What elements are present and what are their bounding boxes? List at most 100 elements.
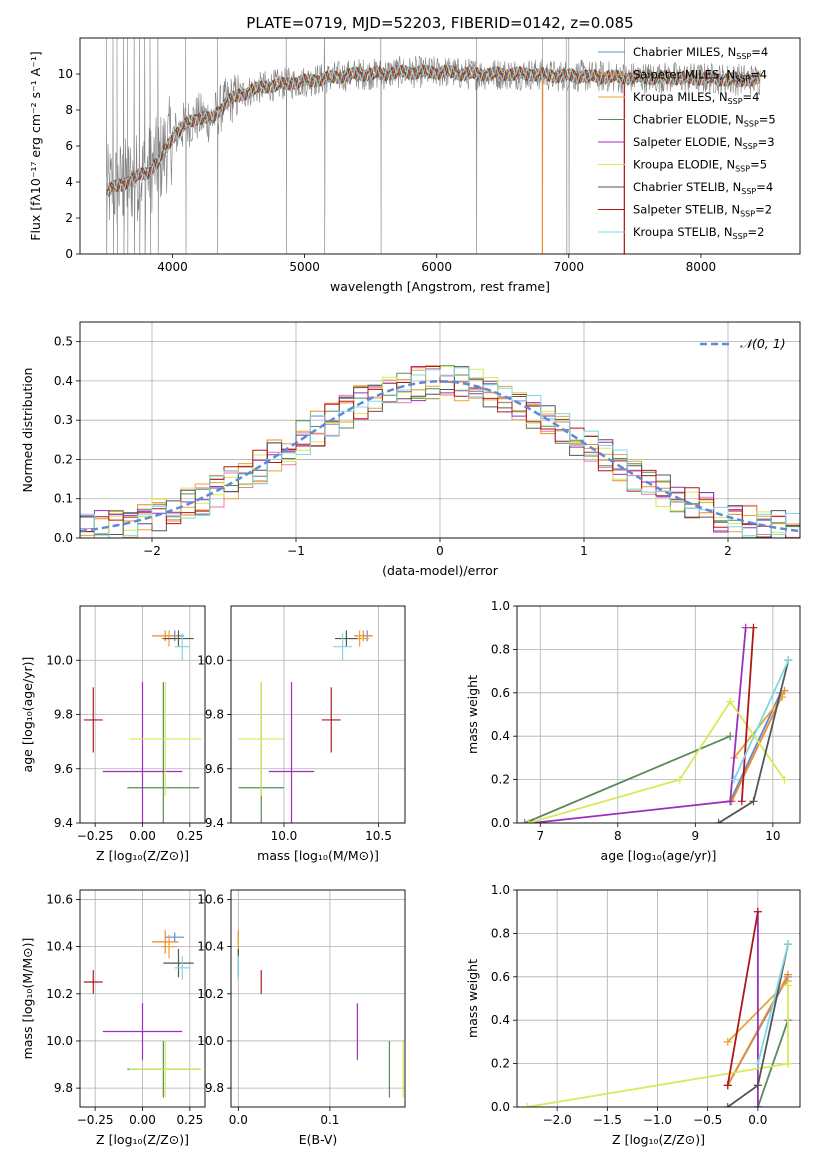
weight_vs_Z-ytick-label: 0.4 bbox=[491, 1013, 510, 1027]
weight_vs_Z-ylabel: mass weight bbox=[465, 959, 480, 1038]
mass_vs_ebv-ytick-label: 10.4 bbox=[197, 940, 224, 954]
age_vs_Z-plot-area bbox=[83, 630, 202, 823]
age_vs_mass-xlabel: mass [log₁₀(M/M⊙)] bbox=[257, 848, 379, 863]
residuals-xtick-label: 0 bbox=[436, 544, 444, 558]
age_vs_mass-xtick-label: 10.5 bbox=[365, 829, 392, 843]
spectrum-xlabel: wavelength [Angstrom, rest frame] bbox=[330, 279, 550, 294]
mass_vs_Z-xtick-label: −0.25 bbox=[77, 1113, 114, 1127]
weight-marker bbox=[726, 697, 735, 706]
weight_vs_Z-ytick-label: 0.6 bbox=[491, 970, 510, 984]
residuals-ytick-label: 0.1 bbox=[54, 492, 73, 506]
errorbar-point bbox=[83, 687, 103, 753]
weight_vs_Z-xtick-label: −1.0 bbox=[643, 1113, 672, 1127]
residuals-ytick-label: 0.0 bbox=[54, 531, 73, 545]
spectrum-legend-label: Kroupa STELIB, NSSP=2 bbox=[633, 225, 764, 241]
mass_vs_Z-ytick-label: 10.4 bbox=[46, 940, 73, 954]
weight-line bbox=[757, 1019, 789, 1107]
residuals-ytick-label: 0.2 bbox=[54, 452, 73, 466]
weight-marker bbox=[737, 797, 746, 806]
legend-text-sub: SSP bbox=[740, 210, 755, 219]
weight_vs_age-xlabel: age [log₁₀(age/yr)] bbox=[601, 848, 717, 863]
weight_vs_age-ytick-label: 0.2 bbox=[491, 773, 510, 787]
weight_vs_Z-ytick-label: 1.0 bbox=[491, 883, 510, 897]
errorbar-point bbox=[238, 681, 284, 796]
mass_vs_ebv-frame bbox=[230, 889, 406, 1108]
mass_vs_ebv-plot-area bbox=[237, 930, 404, 1098]
age_vs_Z-xtick-label: −0.25 bbox=[77, 829, 114, 843]
weight-line bbox=[726, 911, 759, 1086]
weight_vs_age-grid bbox=[517, 605, 800, 824]
errorbar-point bbox=[335, 630, 358, 647]
weight-marker bbox=[524, 819, 533, 823]
weight-marker bbox=[523, 1103, 532, 1107]
age_vs_mass-frame bbox=[230, 605, 406, 824]
weight-marker bbox=[675, 775, 684, 784]
legend-text-main: Salpeter ELODIE, N bbox=[633, 135, 743, 149]
age_vs_Z-ylabel: age [log₁₀(age/yr)] bbox=[20, 657, 35, 773]
legend-text-main: Chabrier ELODIE, N bbox=[633, 113, 744, 127]
weight_vs_Z-xlabel: Z [log₁₀(Z/Z⊙)] bbox=[612, 1132, 705, 1147]
weight-marker bbox=[783, 981, 792, 990]
mass_vs_Z-grid bbox=[80, 890, 205, 1107]
mass_vs_Z-ytick-label: 9.8 bbox=[54, 1081, 73, 1095]
weight-marker bbox=[753, 1059, 762, 1068]
mass_vs_Z-plot-area bbox=[83, 930, 202, 1098]
residuals-xtick-label: 1 bbox=[580, 544, 588, 558]
weight-marker bbox=[753, 907, 762, 916]
weight_vs_age-ytick-label: 0.8 bbox=[491, 642, 510, 656]
weight-marker bbox=[783, 1059, 792, 1068]
spectrum-legend-label: Salpeter MILES, NSSP=4 bbox=[633, 68, 767, 84]
age_vs_Z-xlabel: Z [log₁₀(Z/Z⊙)] bbox=[96, 848, 189, 863]
weight_vs_Z-frame bbox=[516, 889, 801, 1108]
errorbar-point bbox=[333, 633, 353, 661]
weight_vs_age-plot-area bbox=[520, 623, 793, 823]
legend-text-tail: =2 bbox=[755, 203, 772, 217]
errorbar-point bbox=[165, 932, 185, 942]
legend-text-sub: SSP bbox=[743, 142, 758, 151]
legend-text-main: Kroupa ELODIE, N bbox=[633, 158, 735, 172]
legend-text-main: Kroupa STELIB, N bbox=[633, 225, 733, 239]
errorbar-point bbox=[163, 948, 194, 978]
spectrum-xtick-label: 6000 bbox=[421, 260, 452, 274]
legend-text-sub: SSP bbox=[733, 232, 748, 241]
weight-marker bbox=[723, 1081, 732, 1090]
spectrum-xtick-label: 7000 bbox=[554, 260, 585, 274]
age_vs_Z-ytick-label: 10.0 bbox=[46, 653, 73, 667]
residuals-xlabel: (data-model)/error bbox=[382, 563, 499, 578]
weight-line bbox=[733, 659, 790, 780]
errorbar-point bbox=[163, 630, 194, 647]
residuals-xtick-label: −2 bbox=[143, 544, 161, 558]
age_vs_mass-panel: 10.0 10.5 9.4 9.6 9.8 10.0 mass [log₁₀(M/M⊙)] bbox=[197, 606, 405, 863]
legend-text-main: Chabrier MILES, N bbox=[633, 45, 736, 59]
spectrum-legend-label: Chabrier MILES, NSSP=4 bbox=[633, 45, 768, 61]
mass_vs_Z-axes: −0.25 0.00 0.25 9.8 10.0 10.2 10.4 10.6 Z [log₁₀… bbox=[20, 892, 203, 1147]
mass_vs_Z-ytick-label: 10.2 bbox=[46, 987, 73, 1001]
mass_vs_Z-frame bbox=[79, 889, 206, 1108]
mass_vs_ebv-ytick-label: 9.8 bbox=[205, 1081, 224, 1095]
spectrum-xtick-label: 8000 bbox=[686, 260, 717, 274]
errorbar-point bbox=[129, 1040, 202, 1098]
weight-marker bbox=[730, 775, 739, 784]
residuals-axes: −2 −1 0 1 2 0.0 0.1 0.2 0.3 0.4 0.5 (data-model)/er… bbox=[20, 335, 732, 578]
mass_vs_ebv-xtick-label: 0.0 bbox=[229, 1113, 248, 1127]
legend-text-tail: =3 bbox=[758, 135, 775, 149]
errorbar-point bbox=[174, 956, 190, 980]
spectrum-legend-label: Chabrier STELIB, NSSP=4 bbox=[633, 180, 773, 196]
errorbar-point bbox=[321, 687, 341, 753]
spectrum-frame bbox=[79, 37, 801, 255]
age_vs_Z-axes: −0.25 0.00 0.25 9.4 9.6 9.8 10.0 Z [log₁₀(Z/Z⊙)… bbox=[20, 653, 203, 863]
legend-text-main: Salpeter MILES, N bbox=[633, 68, 735, 82]
weight_vs_age-xtick-label: 7 bbox=[536, 829, 544, 843]
age_vs_Z-ytick-label: 9.6 bbox=[54, 762, 73, 776]
weight-line bbox=[532, 627, 747, 823]
weight-marker bbox=[783, 940, 792, 949]
weight-marker bbox=[784, 656, 793, 665]
spectrum-xtick-label: 5000 bbox=[289, 260, 320, 274]
weight_vs_Z-axes: −2.0 −1.5 −1.0 −0.5 0.0 0.0 0.2 0.4 0.6 0.8 1.0 Z [… bbox=[465, 883, 767, 1147]
residuals-ytick-label: 0.3 bbox=[54, 413, 73, 427]
mass_vs_Z-panel: −0.25 0.00 0.25 9.8 10.0 10.2 10.4 10.6 Z [log₁₀… bbox=[20, 890, 205, 1147]
errorbar-point bbox=[161, 934, 177, 959]
weight-marker bbox=[753, 1081, 762, 1090]
